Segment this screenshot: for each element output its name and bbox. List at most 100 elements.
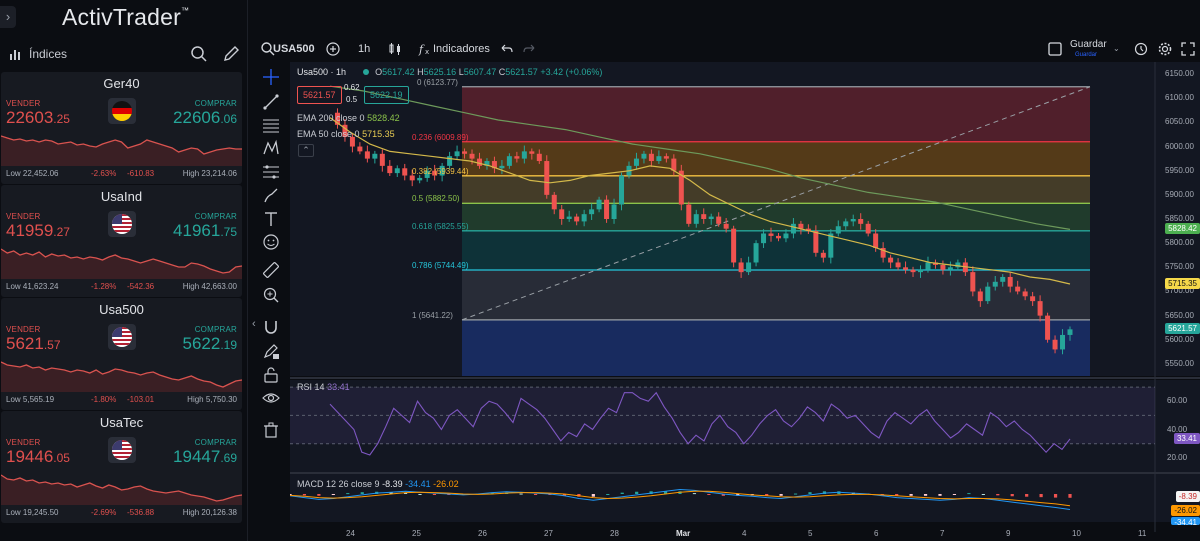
instrument-card-ger40[interactable]: Ger40 VENDER COMPRAR 22603.25 22606.06 Low 22…	[1, 72, 242, 184]
watchlist-title: Índices	[29, 47, 68, 61]
price-axis-tick: 6050.00	[1165, 117, 1194, 127]
candle-body	[940, 264, 946, 270]
instrument-card-usaind[interactable]: UsaInd VENDER COMPRAR 41959.27 41961.75 Low 4…	[1, 185, 242, 297]
alert-clock-icon[interactable]	[1133, 41, 1149, 57]
macd-signal-line	[290, 490, 1071, 507]
fibonacci-tool-icon[interactable]	[262, 163, 280, 181]
magnet-icon[interactable]	[262, 318, 280, 336]
price-axis-tick: 5550.00	[1165, 358, 1194, 368]
candle-body	[947, 267, 953, 270]
candle-body	[835, 226, 841, 234]
macd-histogram-bar	[996, 494, 1000, 496]
search-icon[interactable]	[190, 45, 208, 63]
rsi-legend: RSI 14 33.41	[297, 382, 350, 392]
instrument-card-usatec[interactable]: UsaTec VENDER COMPRAR 19446.05 19447.69 Low 1…	[1, 411, 242, 523]
edit-pencil-icon[interactable]	[222, 45, 240, 63]
fib-level-label: 0.786 (5744.49)	[412, 260, 469, 270]
undo-icon[interactable]	[498, 41, 514, 57]
candle-body	[783, 233, 789, 239]
date-axis-tick: 10	[1072, 529, 1081, 538]
visibility-eye-icon[interactable]	[262, 389, 280, 407]
indicators-button[interactable]: Indicadores	[433, 43, 490, 55]
candle-style-icon[interactable]	[387, 41, 403, 57]
buy-price[interactable]: 41961.75	[173, 221, 237, 241]
candle-body	[1067, 329, 1073, 335]
ema200-price-tag: 5828.42	[1165, 223, 1200, 235]
macd-histogram-bar	[1068, 494, 1072, 498]
ohlc-change: +3.42 (+0.06%)	[540, 67, 603, 77]
macd-histogram-bar	[1025, 494, 1029, 497]
ohlc-open: 5617.42	[382, 67, 415, 77]
macd-params: 12 26 close 9	[326, 479, 380, 489]
sell-label: VENDER	[6, 99, 41, 108]
save-sublabel: Guardar	[1075, 52, 1098, 58]
candle-body	[820, 252, 826, 258]
buy-price-box[interactable]: 5622.19	[364, 86, 409, 104]
sell-price[interactable]: 5621.57	[6, 334, 61, 354]
unlock-icon[interactable]	[262, 366, 280, 384]
buy-price[interactable]: 19447.69	[173, 447, 237, 467]
instrument-name: Usa500	[99, 302, 144, 317]
ema50-legend: EMA 50 close 0 5715.35	[297, 129, 395, 139]
lock-drawing-icon[interactable]	[262, 342, 280, 360]
add-symbol-icon[interactable]	[325, 41, 341, 57]
sell-price[interactable]: 19446.05	[6, 447, 70, 467]
candle-body	[918, 269, 924, 273]
collapse-sidebar-button[interactable]: ›	[0, 6, 16, 28]
day-high: High 5,750.30	[187, 395, 237, 404]
rsi-label: RSI	[297, 382, 313, 392]
pattern-tool-icon[interactable]	[262, 139, 280, 157]
chart-canvas[interactable]	[290, 62, 1200, 541]
candle-body	[873, 233, 879, 248]
candle-body	[805, 228, 811, 232]
date-axis-tick: Mar	[676, 529, 691, 538]
candle-body	[1060, 334, 1066, 350]
macd-histogram-bar	[418, 494, 422, 495]
redo-icon[interactable]	[522, 41, 538, 57]
usa-flag-icon	[108, 211, 136, 237]
ruler-icon[interactable]	[262, 261, 280, 279]
settings-gear-icon[interactable]	[1157, 41, 1173, 57]
trash-icon[interactable]	[262, 421, 280, 439]
sell-price[interactable]: 22603.25	[6, 108, 70, 128]
candle-body	[843, 221, 849, 227]
emoji-icon[interactable]	[262, 233, 280, 251]
zoom-in-icon[interactable]	[262, 286, 280, 304]
fullscreen-icon[interactable]	[1180, 41, 1196, 57]
candle-body	[342, 124, 348, 137]
checkbox-icon[interactable]	[1048, 42, 1062, 56]
candle-body	[514, 156, 520, 159]
candle-body	[506, 156, 512, 166]
save-button[interactable]: Guardar	[1070, 39, 1107, 50]
candle-body	[521, 151, 527, 159]
symbol-selector[interactable]: USA500	[273, 43, 315, 55]
instrument-name: UsaInd	[100, 189, 143, 204]
sell-price[interactable]: 41959.27	[6, 221, 70, 241]
candle-body	[671, 158, 677, 171]
chart-area[interactable]: Usa500 · 1h O5617.42 H5625.16 L5607.47 C…	[290, 62, 1200, 541]
candle-body	[432, 170, 438, 176]
search-icon[interactable]	[260, 41, 276, 57]
buy-price[interactable]: 5622.19	[182, 334, 237, 354]
ema200-value: 5828.42	[367, 113, 400, 123]
instrument-card-usa500[interactable]: Usa500 VENDER COMPRAR 5621.57 5622.19 Low 5,5…	[1, 298, 242, 410]
collapse-legend-button[interactable]: ⌃	[298, 144, 314, 157]
brush-icon[interactable]	[262, 187, 280, 205]
horizontal-lines-icon[interactable]	[262, 116, 280, 134]
chevron-left-icon[interactable]: ‹	[252, 318, 256, 330]
sell-price-box[interactable]: 5621.57	[297, 86, 342, 104]
chevron-down-icon[interactable]: ⌄	[1113, 44, 1120, 53]
change-points: -542.36	[127, 282, 155, 291]
trend-line-icon[interactable]	[262, 93, 280, 111]
fib-level-label: 1 (5641.22)	[412, 310, 453, 320]
crosshair-icon[interactable]	[262, 68, 280, 86]
macd-histogram-bar	[1039, 494, 1043, 498]
day-low: Low 41,623.24	[6, 282, 59, 291]
chart-symbol-title: Usa500 · 1h	[297, 67, 347, 77]
text-tool-icon[interactable]	[262, 210, 280, 228]
buy-label: COMPRAR	[194, 212, 237, 221]
buy-price[interactable]: 22606.06	[173, 108, 237, 128]
macd-histogram-bar	[692, 493, 697, 495]
interval-selector[interactable]: 1h	[358, 43, 371, 55]
